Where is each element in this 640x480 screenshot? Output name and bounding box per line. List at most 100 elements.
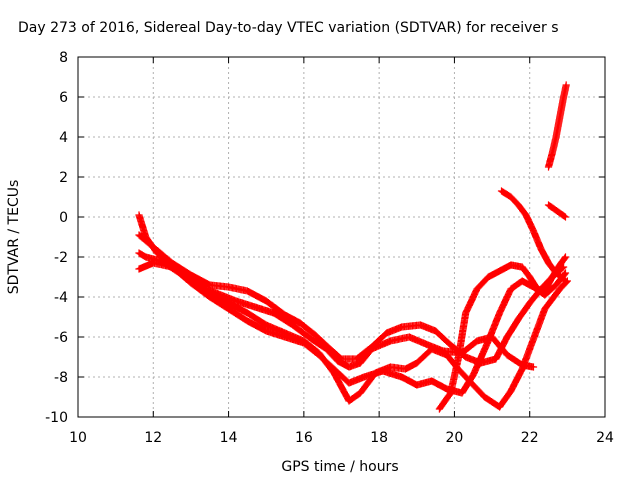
data-point (476, 288, 478, 290)
data-point (370, 346, 373, 348)
data-point (227, 286, 230, 288)
x-tick-label: 14 (220, 430, 238, 446)
y-tick-label: 2 (59, 170, 68, 186)
x-tick-label: 24 (596, 430, 614, 446)
data-point (265, 300, 268, 302)
series-track-3 (135, 231, 568, 367)
y-tick-label: -4 (54, 290, 68, 306)
data-point (212, 294, 215, 296)
data-point (400, 326, 403, 328)
y-tick-label: -6 (54, 330, 68, 346)
data-point (190, 274, 192, 276)
data-point (138, 252, 140, 254)
series-track-5 (435, 253, 570, 413)
data-point (310, 338, 313, 340)
data-point (498, 406, 501, 408)
data-point (227, 308, 230, 310)
data-point (400, 376, 403, 378)
data-point (532, 338, 535, 340)
data-point (498, 312, 501, 314)
data-point (190, 282, 192, 284)
data-point (449, 392, 452, 394)
data-point (461, 392, 463, 394)
data-point (340, 358, 343, 360)
data-point (528, 276, 531, 278)
data-point (564, 280, 567, 282)
data-point (495, 358, 497, 360)
series-track-4 (135, 259, 570, 397)
data-point (446, 354, 448, 356)
grid (78, 57, 605, 417)
y-axis-label: SDTVAR / TECUs (6, 180, 22, 295)
data-point (555, 284, 557, 286)
data-point (559, 288, 561, 290)
data-point (363, 376, 365, 378)
data-point (510, 288, 512, 290)
data-point (336, 360, 339, 362)
data-point (483, 396, 486, 398)
data-point (551, 152, 554, 154)
data-point (138, 268, 140, 270)
data-point (272, 312, 275, 314)
data-point (314, 334, 316, 336)
data-point (547, 262, 550, 264)
data-point (415, 362, 418, 364)
data-point (284, 336, 286, 338)
x-tick-label: 18 (370, 430, 388, 446)
data-point (562, 96, 565, 98)
data-point (434, 330, 437, 332)
data-point (532, 366, 535, 368)
data-point (303, 342, 305, 344)
y-tick-label: -2 (54, 250, 68, 266)
data-point (246, 312, 249, 314)
data-point (536, 288, 539, 290)
data-point (559, 212, 561, 214)
data-point (415, 384, 418, 386)
x-tick-label: 20 (446, 430, 464, 446)
data-point (498, 270, 501, 272)
data-point (532, 230, 535, 232)
data-point (348, 382, 350, 384)
y-tick-label: -10 (45, 410, 68, 426)
chart-title: Day 273 of 2016, Sidereal Day-to-day VTE… (18, 20, 559, 36)
data-point (559, 116, 561, 118)
data-point (555, 136, 557, 138)
data-point (457, 358, 459, 360)
data-point (476, 340, 478, 342)
data-point (525, 214, 527, 216)
data-point (404, 368, 407, 370)
data-point (227, 302, 230, 304)
data-point (487, 340, 490, 342)
data-point (506, 354, 508, 356)
data-point (348, 366, 350, 368)
series-layer (135, 81, 571, 413)
data-point (543, 290, 546, 292)
data-point (500, 190, 503, 192)
data-point (438, 408, 441, 410)
data-point (517, 318, 520, 320)
data-point (408, 336, 411, 338)
x-tick-label: 10 (69, 430, 87, 446)
y-tick-label: -8 (54, 370, 68, 386)
series-track-6 (497, 187, 570, 285)
data-point (555, 272, 557, 274)
data-point (359, 362, 362, 364)
x-tick-label: 22 (521, 430, 539, 446)
x-axis-label: GPS time / hours (281, 459, 398, 475)
data-point (355, 358, 358, 360)
data-point (528, 302, 531, 304)
series-track-8 (544, 81, 570, 171)
data-point (265, 330, 268, 332)
data-point (464, 312, 467, 314)
data-point (562, 278, 565, 280)
y-tick-label: 0 (59, 210, 68, 226)
data-point (562, 266, 565, 268)
data-point (431, 348, 433, 350)
data-point (318, 354, 320, 356)
data-point (138, 234, 140, 236)
data-point (565, 84, 568, 86)
data-point (521, 368, 523, 370)
data-point (291, 324, 294, 326)
